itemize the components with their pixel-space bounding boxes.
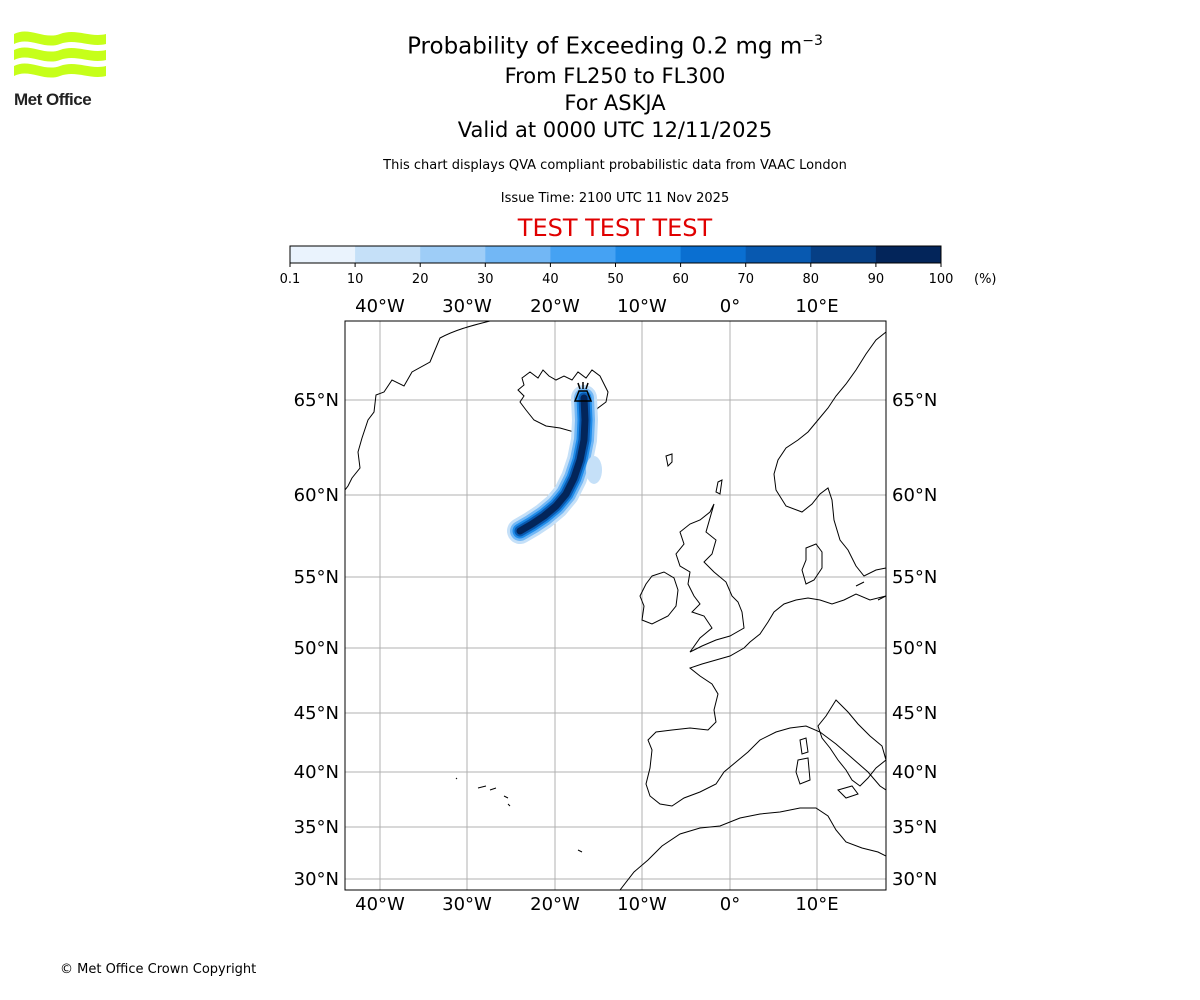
coastline-italy [817,699,886,787]
lat-label-right: 60°N [892,485,937,506]
lat-label-left: 65°N [294,390,339,411]
lat-label-right: 35°N [892,817,937,838]
issue-time: Issue Time: 2100 UTC 11 Nov 2025 [500,191,730,206]
lon-label-top: 10°W [617,296,667,317]
lat-label-right: 65°N [892,390,937,411]
coastline-greenland [345,321,491,491]
coastline-continent [645,593,886,807]
ash-plume-band-4 [516,394,589,535]
map-frame [344,320,887,891]
coastline-iceland [517,369,609,433]
met-office-waves-icon [14,31,106,78]
lon-label-bottom: 10°E [795,894,838,915]
lat-label-right: 55°N [892,567,937,588]
coastline-madeira [577,849,583,853]
lon-label-bottom: 40°W [355,894,405,915]
lat-label-left: 50°N [294,638,339,659]
title-unit-exponent: −3 [802,33,823,49]
coastline-sicily [837,785,859,799]
title-main: Probability of Exceeding 0.2 mg m [407,33,803,60]
coastline-corsica [799,737,809,755]
ash-plume-spread [586,456,602,484]
coastline-north-africa [619,807,886,890]
coastline-denmark [801,543,823,585]
lat-label-left: 45°N [294,703,339,724]
met-office-logo: Met Office [14,30,106,110]
lon-label-top: 10°E [795,296,838,317]
lon-label-top: 30°W [442,296,492,317]
lat-label-left: 35°N [294,817,339,838]
lat-label-right: 45°N [892,703,937,724]
copyright: © Met Office Crown Copyright [60,962,257,977]
title-level: From FL250 to FL300 [504,64,726,88]
title-volcano: For ASKJA [564,91,666,115]
title-valid: Valid at 0000 UTC 12/11/2025 [457,118,773,142]
coastline-ireland [639,571,679,625]
chart-title: Probability of Exceeding 0.2 mg m−3 [315,26,915,62]
lon-label-bottom: 30°W [442,894,492,915]
test-banner: TEST TEST TEST [517,214,713,242]
lat-label-left: 40°N [294,762,339,783]
lat-label-right: 30°N [892,869,937,890]
lat-label-right: 50°N [892,638,937,659]
coastline-great-britain [675,503,745,653]
coastline-faroe [665,453,673,468]
lat-label-left: 55°N [294,567,339,588]
lon-label-top: 40°W [355,296,405,317]
coastline-sardinia [795,757,811,785]
volcano-icon [573,382,593,402]
lat-label-left: 60°N [294,485,339,506]
lon-label-bottom: 20°W [530,894,580,915]
map-frame-bg [345,321,886,890]
lat-label-right: 40°N [892,762,937,783]
lat-label-left: 30°N [294,869,339,890]
coastline-baltic [855,581,886,601]
lon-label-bottom: 10°W [617,894,667,915]
chart-description: This chart displays QVA compliant probab… [383,158,847,173]
lon-label-top: 0° [720,296,740,317]
logo-text: Met Office [14,90,92,109]
coastline-shetland [715,479,723,495]
lon-label-bottom: 0° [720,894,740,915]
coastline-azores [455,777,511,807]
coastline-scandinavia [773,331,886,577]
lon-label-top: 20°W [530,296,580,317]
